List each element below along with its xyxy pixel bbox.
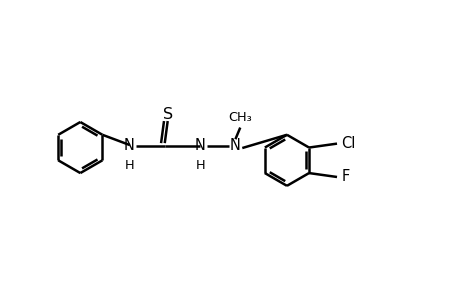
Text: H: H	[125, 159, 134, 172]
Text: CH₃: CH₃	[228, 111, 252, 124]
Text: Cl: Cl	[341, 136, 355, 151]
Text: H: H	[196, 159, 205, 172]
Text: S: S	[162, 107, 173, 122]
Text: F: F	[341, 169, 349, 184]
Text: N: N	[230, 138, 241, 153]
Text: N: N	[124, 138, 134, 153]
Text: N: N	[194, 138, 205, 153]
